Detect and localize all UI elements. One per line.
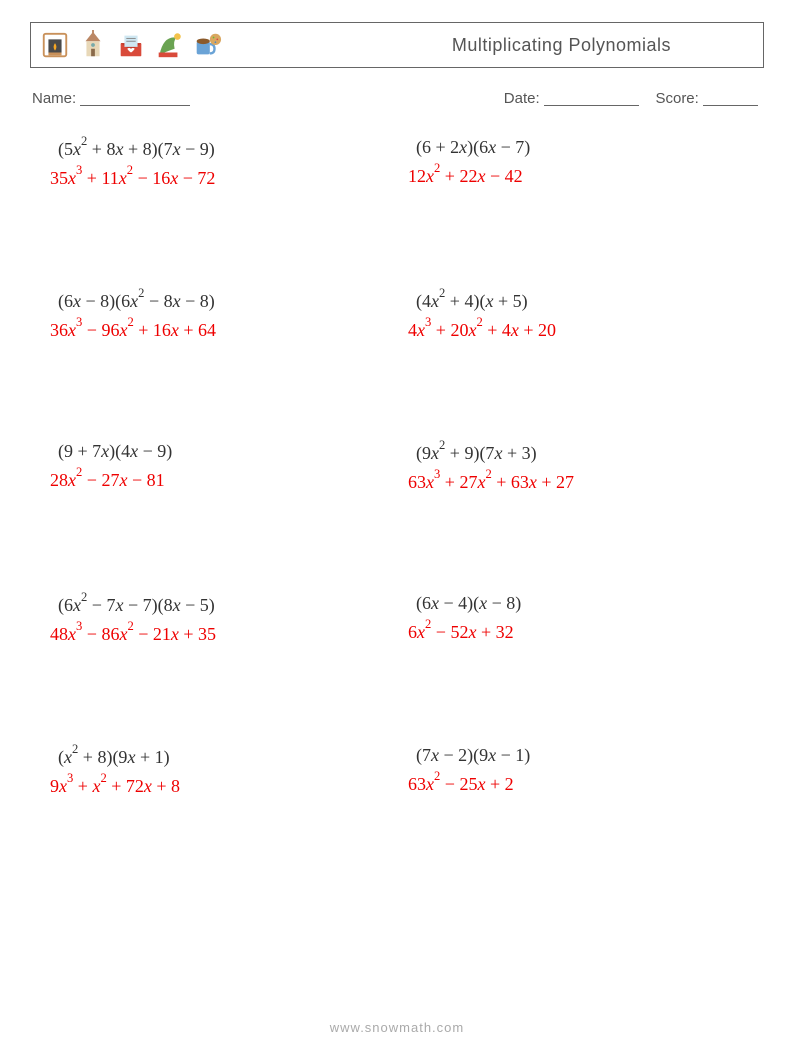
date-label: Date: [504, 90, 540, 107]
meta-row: Name: Date: Score: [30, 90, 764, 107]
problem-question: (6x − 4)(x − 8) [406, 593, 764, 614]
problem-answer: 28x2 − 27x − 81 [48, 468, 406, 491]
problem-answer: 6x2 − 52x + 32 [406, 620, 764, 643]
elf-hat-icon [153, 29, 185, 61]
problem-cell: (5x2 + 8x + 8)(7x − 9) 35x3 + 11x2 − 16x … [48, 137, 406, 189]
problem-question: (x2 + 8)(9x + 1) [48, 745, 406, 768]
worksheet-title: Multiplicating Polynomials [452, 35, 751, 56]
problem-cell: (6 + 2x)(6x − 7) 12x2 + 22x − 42 [406, 137, 764, 189]
problem-answer: 4x3 + 20x2 + 4x + 20 [406, 318, 764, 341]
problem-question: (6x2 − 7x − 7)(8x − 5) [48, 593, 406, 616]
problem-row: (x2 + 8)(9x + 1) 9x3 + x2 + 72x + 8(7x − … [48, 745, 764, 797]
problem-question: (4x2 + 4)(x + 5) [406, 289, 764, 312]
problem-answer: 63x2 − 25x + 2 [406, 772, 764, 795]
problem-question: (9x2 + 9)(7x + 3) [406, 441, 764, 464]
problem-question: (5x2 + 8x + 8)(7x − 9) [48, 137, 406, 160]
problem-question: (9 + 7x)(4x − 9) [48, 441, 406, 462]
name-label: Name: [32, 90, 76, 107]
love-letter-icon [115, 29, 147, 61]
problem-question: (6 + 2x)(6x − 7) [406, 137, 764, 158]
header-box: Multiplicating Polynomials [30, 22, 764, 68]
name-field: Name: [30, 90, 190, 107]
problem-question: (7x − 2)(9x − 1) [406, 745, 764, 766]
problem-answer: 36x3 − 96x2 + 16x + 64 [48, 318, 406, 341]
problem-cell: (6x − 8)(6x2 − 8x − 8) 36x3 − 96x2 + 16x … [48, 289, 406, 341]
worksheet-page: Multiplicating Polynomials Name: Date: S… [0, 0, 794, 1053]
problem-answer: 48x3 − 86x2 − 21x + 35 [48, 622, 406, 645]
meta-right: Date: Score: [504, 90, 758, 107]
problem-cell: (4x2 + 4)(x + 5) 4x3 + 20x2 + 4x + 20 [406, 289, 764, 341]
problem-cell: (x2 + 8)(9x + 1) 9x3 + x2 + 72x + 8 [48, 745, 406, 797]
problem-row: (6x − 8)(6x2 − 8x − 8) 36x3 − 96x2 + 16x … [48, 289, 764, 341]
problem-cell: (7x − 2)(9x − 1) 63x2 − 25x + 2 [406, 745, 764, 797]
name-blank [80, 105, 190, 106]
date-blank [544, 105, 639, 106]
problem-question: (6x − 8)(6x2 − 8x − 8) [48, 289, 406, 312]
fireplace-icon [39, 29, 71, 61]
problems-grid: (5x2 + 8x + 8)(7x − 9) 35x3 + 11x2 − 16x … [30, 137, 764, 797]
problem-cell: (9x2 + 9)(7x + 3) 63x3 + 27x2 + 63x + 27 [406, 441, 764, 493]
problem-answer: 12x2 + 22x − 42 [406, 164, 764, 187]
cocoa-cookie-icon [191, 29, 223, 61]
problem-cell: (6x − 4)(x − 8) 6x2 − 52x + 32 [406, 593, 764, 645]
header-icon-row [39, 29, 223, 61]
problem-answer: 35x3 + 11x2 − 16x − 72 [48, 166, 406, 189]
problem-cell: (9 + 7x)(4x − 9) 28x2 − 27x − 81 [48, 441, 406, 493]
problem-row: (9 + 7x)(4x − 9) 28x2 − 27x − 81(9x2 + 9)… [48, 441, 764, 493]
problem-row: (6x2 − 7x − 7)(8x − 5) 48x3 − 86x2 − 21x … [48, 593, 764, 645]
score-label: Score: [655, 90, 698, 107]
problem-row: (5x2 + 8x + 8)(7x − 9) 35x3 + 11x2 − 16x … [48, 137, 764, 189]
problem-answer: 9x3 + x2 + 72x + 8 [48, 774, 406, 797]
church-icon [77, 29, 109, 61]
score-blank [703, 105, 758, 106]
problem-cell: (6x2 − 7x − 7)(8x − 5) 48x3 − 86x2 − 21x … [48, 593, 406, 645]
footer-url: www.snowmath.com [0, 1020, 794, 1035]
problem-answer: 63x3 + 27x2 + 63x + 27 [406, 470, 764, 493]
